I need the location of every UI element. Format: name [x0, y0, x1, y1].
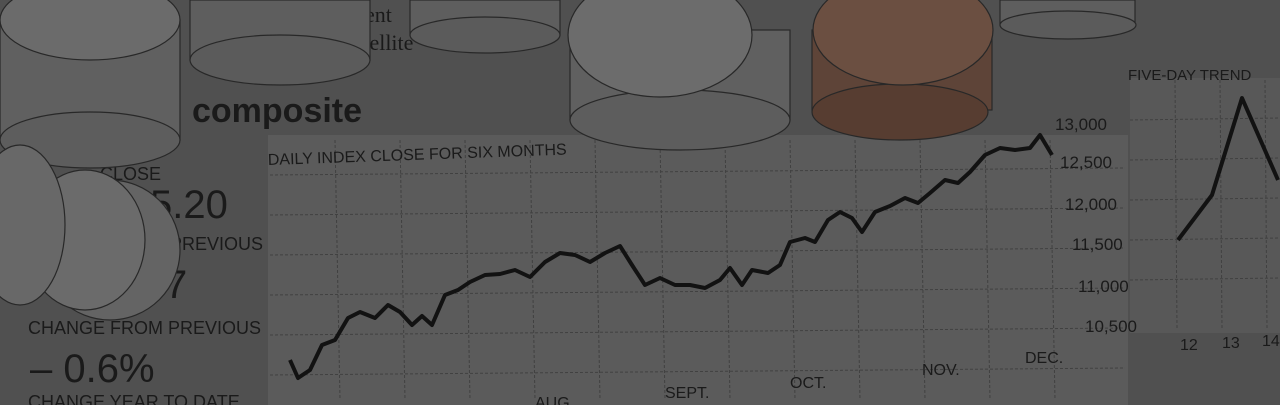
main-panel — [268, 135, 1128, 405]
trend-line — [1176, 96, 1280, 242]
x-label: OCT. — [790, 375, 826, 392]
trend-x-label: 14 — [1262, 333, 1280, 350]
y-label: 12,000 — [1065, 195, 1117, 214]
x-label: SEPT. — [665, 385, 709, 402]
main-grid — [269, 79, 1280, 401]
trend-x-label: 12 — [1180, 337, 1198, 354]
x-label: AUG. — [535, 395, 574, 405]
stat-label: CHANGE YEAR TO DATE — [28, 392, 240, 405]
y-label: 10,500 — [1085, 317, 1137, 336]
y-label: 11,500 — [1072, 235, 1123, 254]
stat-label: PREVIOUS — [170, 234, 263, 254]
stat-value: – 0.6% — [30, 347, 155, 391]
headline: composite — [192, 92, 362, 130]
coins — [0, 0, 1137, 321]
index-line — [288, 133, 1054, 380]
trend-x-label: 13 — [1222, 335, 1240, 352]
x-label: DEC. — [1025, 350, 1063, 367]
x-label: NOV. — [922, 362, 960, 379]
stat-label: CHANGE FROM PREVIOUS — [28, 318, 261, 338]
y-label: 11,000 — [1078, 277, 1129, 296]
y-label: 12,500 — [1060, 153, 1112, 172]
y-label: 13,000 — [1055, 115, 1107, 134]
trend-title: FIVE-DAY TREND — [1128, 67, 1252, 84]
